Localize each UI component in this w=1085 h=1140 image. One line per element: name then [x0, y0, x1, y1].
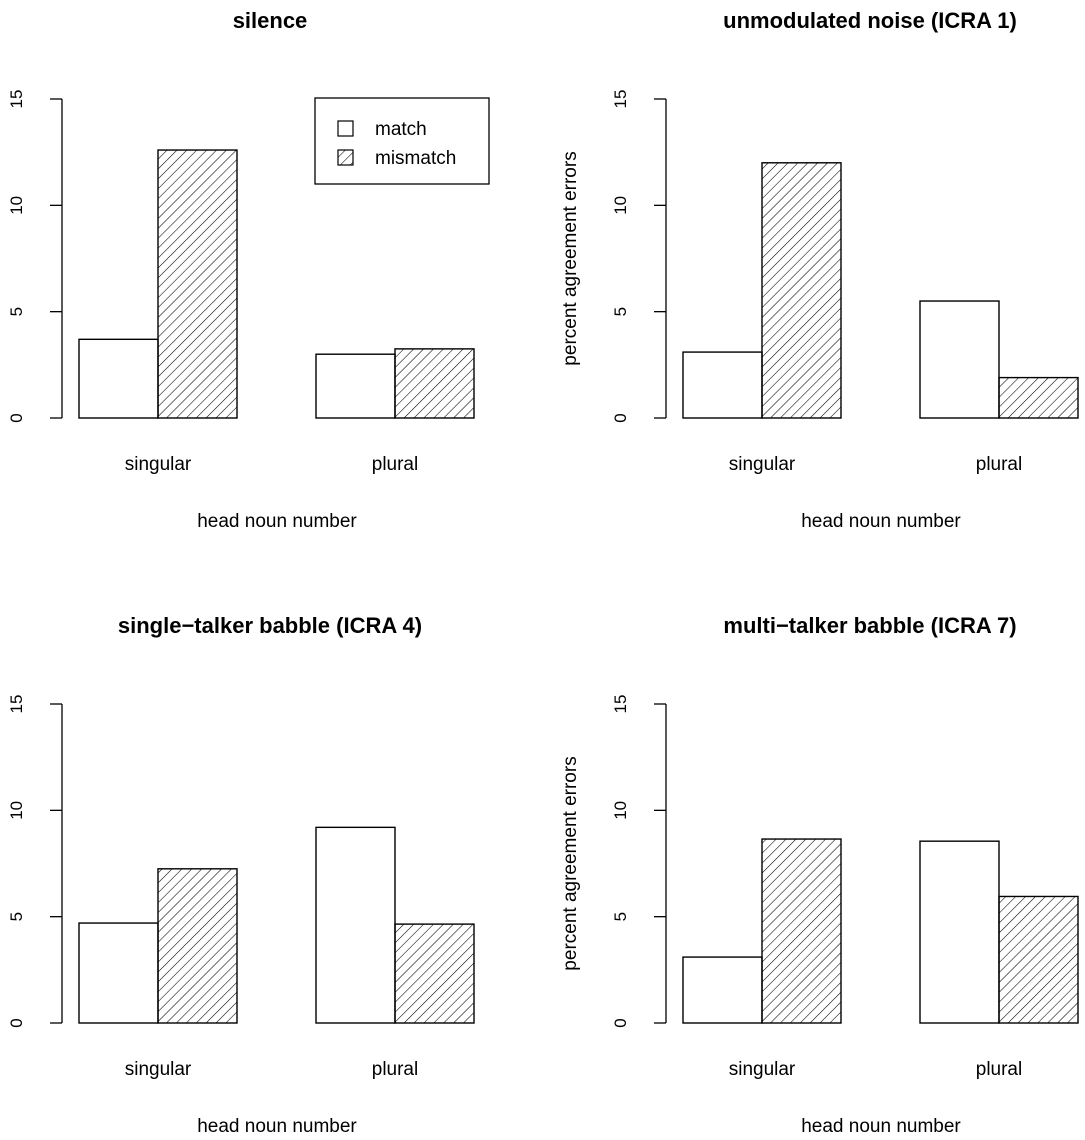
category-label: plural [976, 1059, 1022, 1080]
y-axis-label: percent agreement errors [560, 756, 581, 970]
y-tick-label: 10 [611, 801, 630, 820]
bar-match-singular [682, 956, 763, 1024]
chart-title: multi−talker babble (ICRA 7) [723, 613, 1016, 638]
y-tick-label: 0 [7, 1018, 26, 1027]
legend-label-match: match [375, 119, 427, 140]
chart-panel-1: silence 0 5 10 15 singular plural head noun num… [7, 8, 490, 532]
bar-mismatch-plural [394, 348, 475, 419]
legend: match mismatch [314, 97, 490, 185]
y-tick-label: 0 [611, 1018, 630, 1027]
y-tick-label: 5 [7, 307, 26, 316]
bar-match-singular [682, 351, 763, 419]
bar-mismatch-singular [157, 149, 238, 419]
legend-swatch-match [337, 120, 354, 137]
chart-title: single−talker babble (ICRA 4) [118, 613, 422, 638]
category-label: plural [976, 454, 1022, 475]
y-tick-label: 15 [7, 695, 26, 714]
legend-swatch-mismatch [337, 149, 354, 166]
y-tick-label: 5 [7, 912, 26, 921]
y-tick-label: 15 [7, 90, 26, 109]
category-label: singular [729, 1059, 796, 1080]
legend-label-mismatch: mismatch [375, 148, 456, 169]
y-tick-label: 15 [611, 90, 630, 109]
chart-panel-2: unmodulated noise (ICRA 1) 0 5 10 15 percent … [560, 8, 1079, 532]
y-tick-label: 0 [611, 413, 630, 422]
y-tick-label: 5 [611, 912, 630, 921]
chart-title: unmodulated noise (ICRA 1) [723, 8, 1017, 33]
bar-match-plural [315, 353, 396, 419]
bar-mismatch-singular [157, 868, 238, 1024]
y-tick-label: 5 [611, 307, 630, 316]
bar-match-plural [919, 840, 1000, 1024]
y-tick-label: 0 [7, 413, 26, 422]
bar-match-plural [919, 300, 1000, 419]
x-axis-label: head noun number [801, 1116, 961, 1137]
chart-panel-3: single−talker babble (ICRA 4) 0 5 10 15 singu… [7, 613, 475, 1137]
y-tick-label: 10 [7, 196, 26, 215]
legend-box [314, 97, 490, 185]
bar-mismatch-plural [394, 923, 475, 1024]
x-axis-label: head noun number [801, 511, 961, 532]
y-tick-label: 10 [7, 801, 26, 820]
bar-mismatch-singular [761, 838, 842, 1024]
bar-match-singular [78, 922, 159, 1024]
category-label: plural [372, 1059, 418, 1080]
category-label: singular [125, 1059, 192, 1080]
category-label: plural [372, 454, 418, 475]
x-axis-label: head noun number [197, 511, 357, 532]
bar-match-singular [78, 338, 159, 419]
y-tick-label: 15 [611, 695, 630, 714]
bar-match-plural [315, 826, 396, 1024]
y-axis-label: percent agreement errors [560, 151, 581, 365]
y-tick-label: 10 [611, 196, 630, 215]
chart-panel-4: multi−talker babble (ICRA 7) 0 5 10 15 percen… [560, 613, 1079, 1137]
chart-title: silence [233, 8, 308, 33]
bar-mismatch-plural [998, 895, 1079, 1024]
bar-mismatch-plural [998, 376, 1079, 419]
category-label: singular [729, 454, 796, 475]
x-axis-label: head noun number [197, 1116, 357, 1137]
category-label: singular [125, 454, 192, 475]
bar-mismatch-singular [761, 162, 842, 419]
